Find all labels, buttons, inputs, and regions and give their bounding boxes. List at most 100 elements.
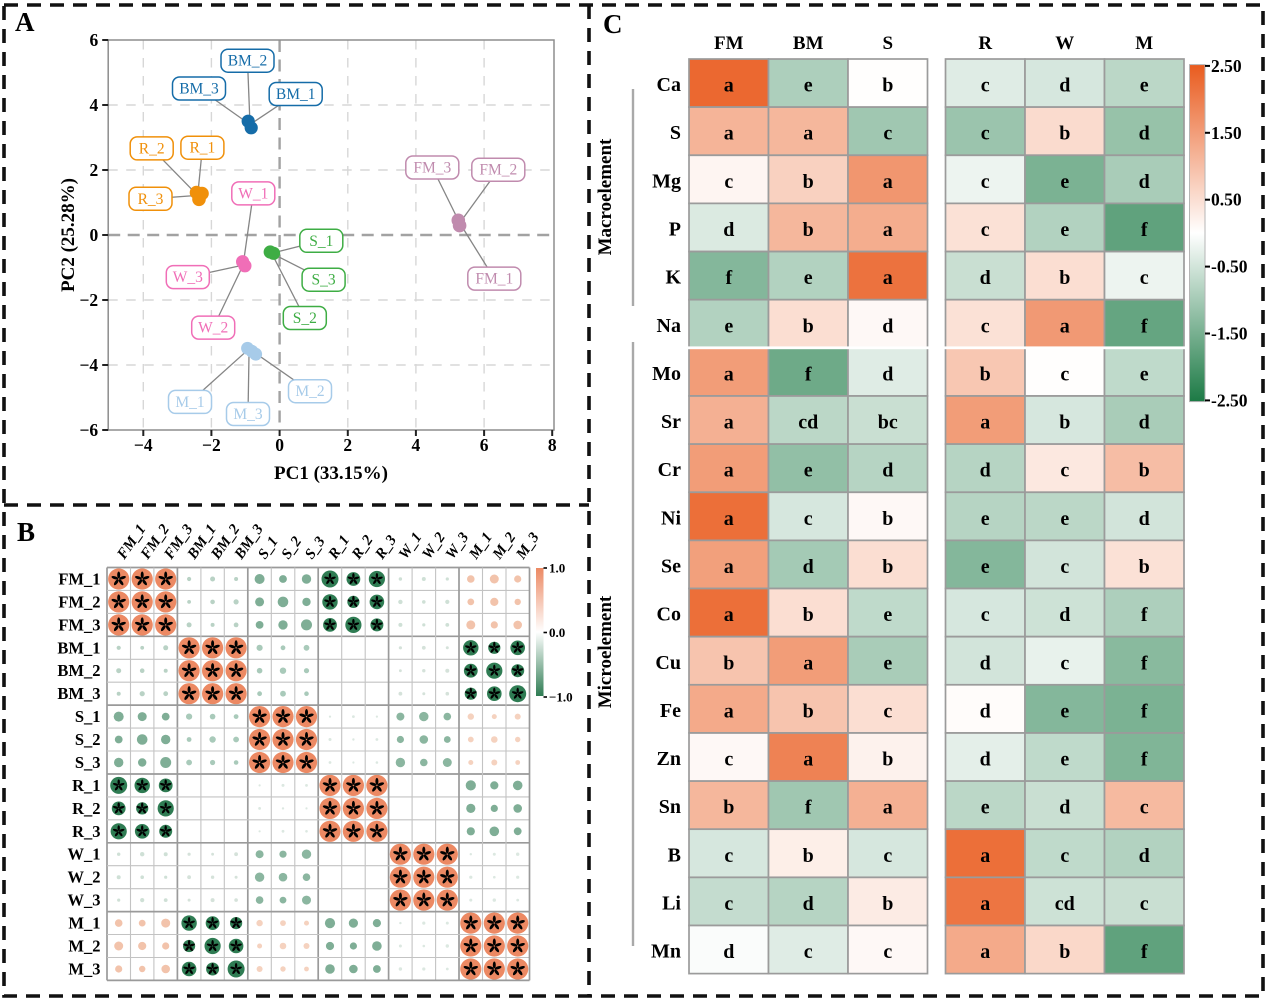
svg-text:K: K <box>665 267 681 289</box>
svg-text:f: f <box>1141 941 1148 963</box>
svg-text:b: b <box>980 363 991 385</box>
svg-text:e: e <box>1060 171 1069 193</box>
svg-text:W_2: W_2 <box>198 320 228 337</box>
svg-text:a: a <box>803 123 813 145</box>
svg-text:c: c <box>981 219 990 241</box>
svg-text:B: B <box>668 844 681 866</box>
svg-text:a: a <box>724 508 734 530</box>
svg-text:W_1: W_1 <box>238 185 268 202</box>
svg-text:R_3: R_3 <box>72 822 100 841</box>
svg-text:a: a <box>724 604 734 626</box>
svg-text:d: d <box>980 749 991 771</box>
svg-text:0: 0 <box>89 225 98 245</box>
svg-text:Macroelement: Macroelement <box>595 138 616 255</box>
svg-text:c: c <box>1140 797 1149 819</box>
svg-text:a: a <box>724 556 734 578</box>
svg-text:e: e <box>1060 508 1069 530</box>
svg-text:f: f <box>725 267 732 289</box>
svg-text:M_3: M_3 <box>68 960 100 979</box>
svg-text:M_3: M_3 <box>233 406 263 423</box>
svg-text:0.50: 0.50 <box>1211 190 1242 210</box>
svg-text:P: P <box>669 219 681 241</box>
svg-text:b: b <box>1139 460 1150 482</box>
svg-text:BM_1: BM_1 <box>57 638 100 657</box>
svg-text:a: a <box>980 893 990 915</box>
svg-text:R_1: R_1 <box>72 776 100 795</box>
svg-text:c: c <box>1140 267 1149 289</box>
svg-text:b: b <box>1059 941 1070 963</box>
svg-text:b: b <box>803 219 814 241</box>
svg-text:PC1 (33.15%): PC1 (33.15%) <box>274 463 388 484</box>
svg-text:bc: bc <box>878 412 898 434</box>
svg-text:−4: −4 <box>134 435 153 455</box>
svg-text:1.50: 1.50 <box>1211 123 1242 143</box>
svg-text:R_3: R_3 <box>138 191 164 208</box>
svg-text:b: b <box>882 893 893 915</box>
svg-text:c: c <box>1060 460 1069 482</box>
svg-text:Ni: Ni <box>661 507 681 529</box>
svg-text:Cu: Cu <box>655 652 681 674</box>
svg-text:a: a <box>724 412 734 434</box>
svg-text:e: e <box>981 556 990 578</box>
svg-text:a: a <box>883 797 893 819</box>
svg-text:b: b <box>882 508 893 530</box>
svg-text:c: c <box>1060 363 1069 385</box>
svg-text:c: c <box>1140 893 1149 915</box>
svg-text:PC2 (25.28%): PC2 (25.28%) <box>58 178 79 292</box>
svg-text:R_2: R_2 <box>72 799 100 818</box>
svg-text:b: b <box>882 556 893 578</box>
svg-text:1.0: 1.0 <box>549 561 565 576</box>
svg-text:d: d <box>1139 508 1150 530</box>
svg-text:f: f <box>1141 219 1148 241</box>
svg-text:M_1: M_1 <box>68 914 100 933</box>
svg-text:e: e <box>1060 700 1069 722</box>
svg-text:W: W <box>1055 33 1074 54</box>
svg-text:e: e <box>804 460 813 482</box>
svg-text:R_2: R_2 <box>139 140 165 157</box>
svg-text:c: c <box>883 123 892 145</box>
svg-text:b: b <box>803 700 814 722</box>
svg-text:e: e <box>883 652 892 674</box>
svg-text:d: d <box>1059 75 1070 97</box>
svg-text:c: c <box>981 315 990 337</box>
svg-text:W_2: W_2 <box>68 868 101 887</box>
svg-text:f: f <box>805 363 812 385</box>
svg-text:c: c <box>804 508 813 530</box>
svg-text:b: b <box>1059 412 1070 434</box>
svg-text:C: C <box>603 9 623 39</box>
svg-text:e: e <box>804 75 813 97</box>
svg-text:0.0: 0.0 <box>549 625 565 640</box>
svg-text:Na: Na <box>657 315 681 337</box>
svg-text:Sr: Sr <box>661 411 681 433</box>
svg-text:d: d <box>980 652 991 674</box>
svg-text:M_2: M_2 <box>68 937 100 956</box>
svg-text:a: a <box>883 219 893 241</box>
svg-text:d: d <box>723 219 734 241</box>
svg-text:a: a <box>724 700 734 722</box>
svg-text:f: f <box>1141 604 1148 626</box>
svg-text:c: c <box>981 171 990 193</box>
svg-text:a: a <box>883 267 893 289</box>
svg-text:BM_3: BM_3 <box>57 684 100 703</box>
svg-text:e: e <box>1140 75 1149 97</box>
svg-text:S_2: S_2 <box>293 310 317 327</box>
svg-text:a: a <box>980 845 990 867</box>
svg-text:d: d <box>1139 412 1150 434</box>
svg-text:S_1: S_1 <box>309 233 333 250</box>
svg-text:Sn: Sn <box>659 796 681 818</box>
svg-text:BM_2: BM_2 <box>228 53 268 70</box>
svg-text:a: a <box>724 363 734 385</box>
svg-text:e: e <box>724 315 733 337</box>
svg-text:a: a <box>980 412 990 434</box>
svg-text:FM_3: FM_3 <box>58 615 100 634</box>
svg-text:W_3: W_3 <box>173 269 203 286</box>
svg-text:cd: cd <box>1055 893 1075 915</box>
svg-text:W_1: W_1 <box>68 845 101 864</box>
svg-text:A: A <box>15 7 35 37</box>
svg-text:d: d <box>803 893 814 915</box>
svg-text:Microelement: Microelement <box>595 595 616 708</box>
svg-text:6: 6 <box>480 435 489 455</box>
svg-text:M_2: M_2 <box>295 383 324 400</box>
svg-text:S: S <box>670 122 681 144</box>
svg-text:Mo: Mo <box>652 363 681 385</box>
